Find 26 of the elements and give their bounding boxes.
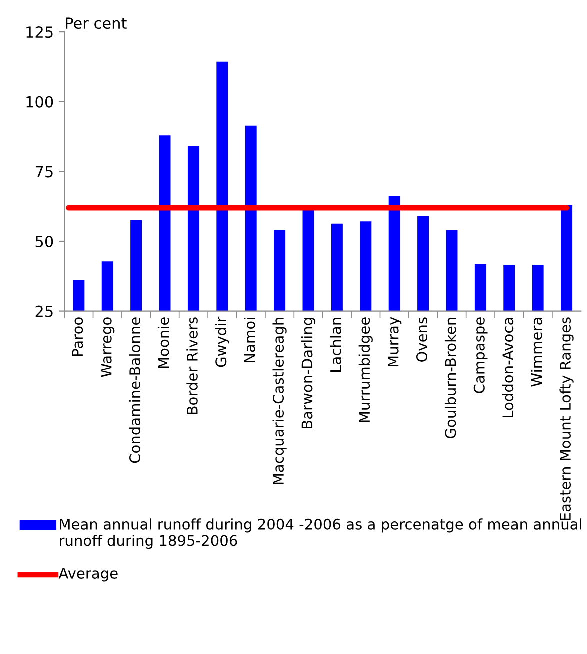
x-tick-label: Macquarie-Castlereagh	[272, 318, 287, 484]
x-tick-label: Border Rivers	[186, 318, 198, 414]
y-tick-label: 50	[36, 236, 54, 248]
x-tick-label: Goulburn-Broken	[444, 318, 456, 438]
x-tick-label: Wimmera	[531, 318, 542, 387]
x-tick-label: Loddon-Avoca	[502, 318, 514, 418]
x-tick-label: Barwon-Darling	[301, 318, 316, 428]
x-tick-label: Condamine-Balonne	[129, 318, 141, 464]
y-tick-label: 125	[26, 26, 53, 38]
y-tick-label: 100	[26, 96, 54, 108]
y-axis-title: Per cent	[66, 18, 127, 30]
x-tick-label: Moonie	[158, 318, 170, 368]
legend-label: Mean annual runoff during 2004 -2006 as a percenatge of mean annual runoff during 1895-2006	[60, 518, 582, 550]
x-tick-label: Campaspe	[474, 318, 488, 394]
x-tick-label: Paroo	[72, 318, 84, 356]
y-tick-label: 75	[36, 166, 53, 178]
x-tick-label: Murrumbidgee	[358, 318, 373, 422]
x-tick-label: Gwydir	[215, 316, 230, 368]
x-tick-label: Murray	[388, 317, 402, 367]
x-tick-label: Warrego	[101, 318, 115, 378]
legend-label: Average	[58, 568, 118, 582]
x-tick-label: Eastern Mount Lofty Ranges	[560, 318, 574, 520]
x-tick-label: Ovens	[416, 318, 428, 362]
y-tick-label: 25	[36, 306, 53, 318]
x-tick-label: Lachlan	[330, 318, 342, 372]
x-tick-label: Namoi	[244, 318, 256, 362]
